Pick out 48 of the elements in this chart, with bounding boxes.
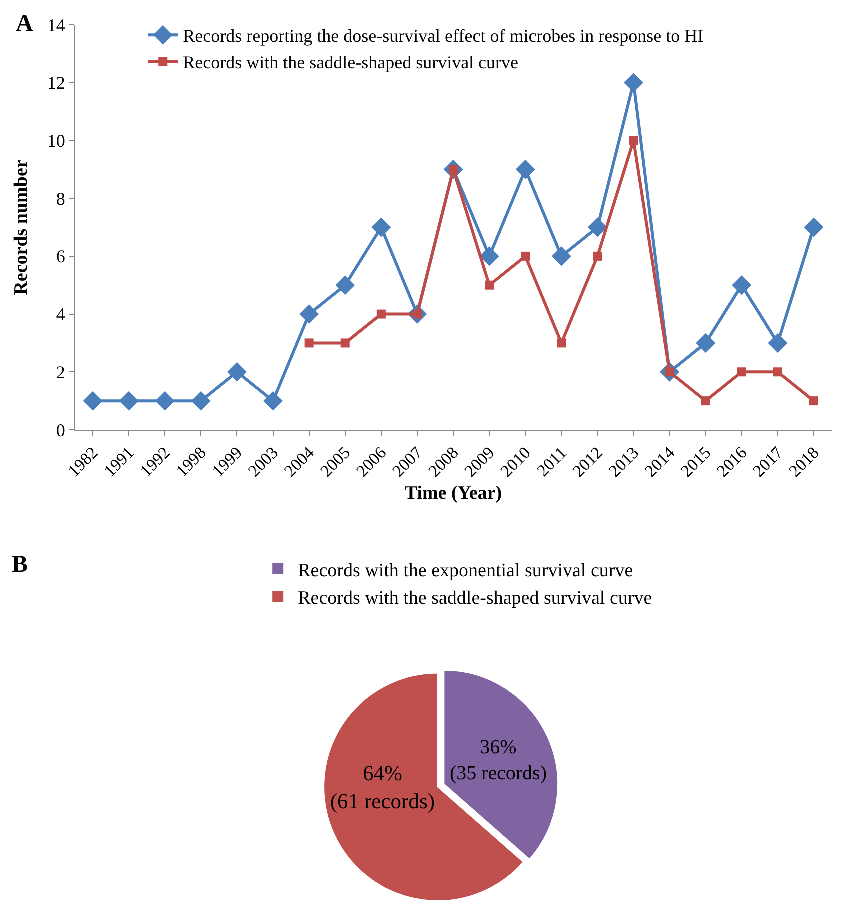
point bbox=[155, 391, 175, 411]
point bbox=[516, 160, 536, 180]
data-label: 64% (61 records) bbox=[330, 761, 435, 814]
legend-label: Records with the saddle-shaped survival curve bbox=[183, 52, 519, 73]
legend-label: Records reporting the dose-survival effect of microbes in response to HI bbox=[183, 26, 704, 46]
y-tick-label: 14 bbox=[47, 15, 66, 36]
point bbox=[300, 304, 320, 324]
point bbox=[480, 246, 500, 266]
point bbox=[376, 310, 386, 319]
point bbox=[588, 218, 608, 238]
point bbox=[521, 252, 530, 261]
point bbox=[701, 396, 710, 406]
point bbox=[624, 73, 644, 93]
y-tick-label: 12 bbox=[47, 73, 66, 94]
text: A bbox=[16, 11, 34, 37]
data-label: 36% (35 records) bbox=[450, 736, 547, 784]
point bbox=[336, 276, 356, 296]
point bbox=[629, 136, 638, 146]
point bbox=[372, 218, 392, 238]
point bbox=[340, 338, 350, 348]
legend-label: Records with the saddle-shaped survival curve bbox=[298, 588, 652, 609]
point bbox=[696, 333, 716, 353]
point bbox=[804, 218, 824, 238]
point bbox=[593, 252, 602, 261]
y-tick-label: 0 bbox=[56, 420, 66, 440]
x-axis-title: Time (Year) bbox=[404, 482, 502, 504]
point bbox=[552, 246, 572, 266]
y-tick-label: 4 bbox=[56, 304, 66, 325]
legend-label: Records with the exponential survival curve bbox=[298, 560, 634, 582]
point bbox=[83, 391, 103, 411]
point bbox=[264, 391, 284, 411]
point bbox=[809, 396, 818, 406]
text: B bbox=[12, 552, 28, 578]
point bbox=[768, 333, 788, 353]
point bbox=[773, 368, 782, 377]
point bbox=[737, 368, 746, 377]
point bbox=[119, 391, 139, 411]
y-tick-label: 10 bbox=[47, 131, 66, 152]
point bbox=[732, 276, 752, 296]
point bbox=[485, 280, 494, 290]
point bbox=[227, 362, 247, 382]
y-axis-title: Records number bbox=[11, 159, 32, 296]
point bbox=[304, 338, 314, 348]
point bbox=[557, 338, 566, 348]
y-tick-label: 8 bbox=[56, 188, 66, 209]
y-tick-label: 2 bbox=[56, 362, 66, 382]
point bbox=[191, 391, 211, 411]
y-tick-label: 6 bbox=[56, 246, 66, 267]
